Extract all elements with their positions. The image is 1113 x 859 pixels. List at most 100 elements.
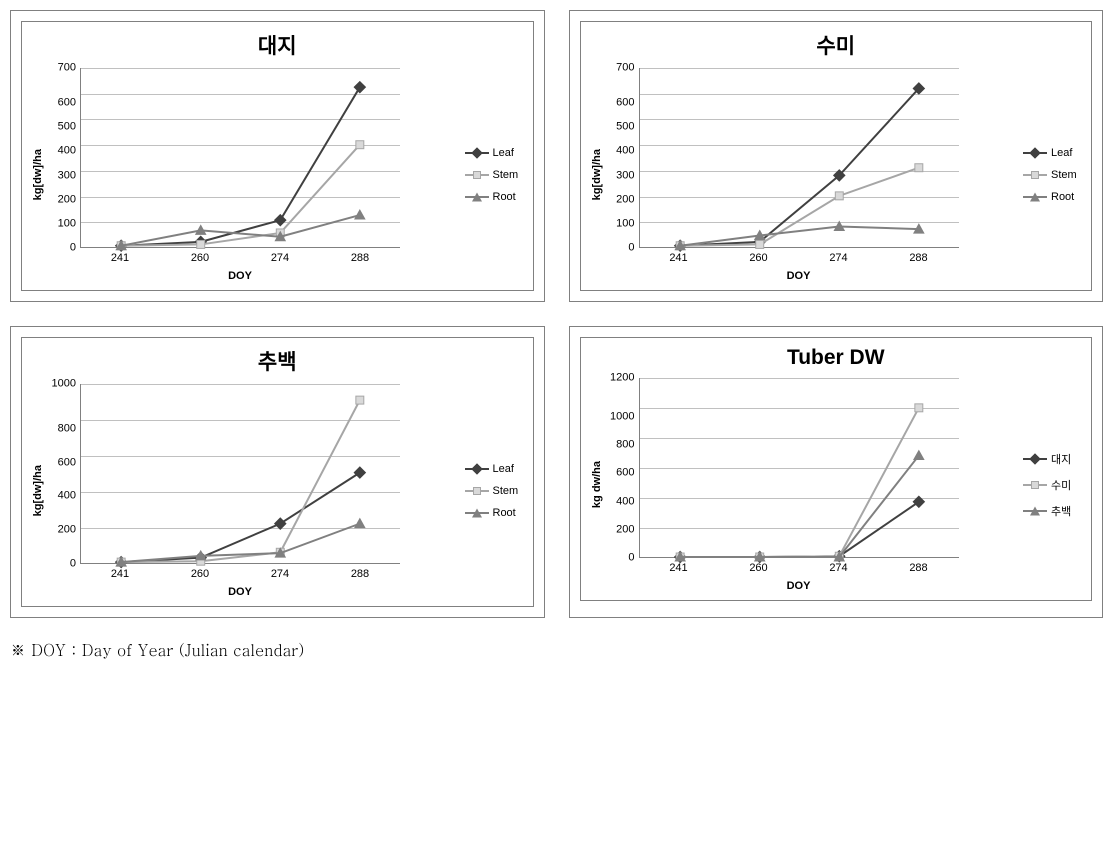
legend: Leaf Stem Root — [1013, 68, 1083, 282]
series-marker — [197, 240, 205, 248]
legend-marker-icon — [1023, 505, 1047, 517]
legend-marker-icon — [465, 191, 489, 203]
y-tick-label: 1200 — [605, 373, 635, 384]
x-tick-label: 260 — [719, 252, 799, 264]
y-tick-label: 500 — [605, 122, 635, 133]
x-tick-label: 288 — [879, 562, 959, 574]
y-tick-label: 500 — [46, 122, 76, 133]
y-tick-label: 200 — [605, 194, 635, 205]
x-tick-label: 241 — [639, 252, 719, 264]
legend-label: Stem — [493, 169, 519, 181]
x-axis-label: DOY — [80, 586, 400, 598]
y-axis-label: kg[dw]/ha — [30, 465, 46, 516]
series-line — [121, 473, 360, 563]
y-tick-label: 100 — [605, 218, 635, 229]
legend-item: Root — [1023, 191, 1083, 203]
chart-title: 대지 — [30, 30, 525, 60]
y-tick-label: 600 — [605, 98, 635, 109]
series-line — [680, 408, 919, 557]
legend-marker-icon — [465, 507, 489, 519]
y-axis-ticks: 020040060080010001200 — [605, 378, 639, 558]
legend-item: Stem — [465, 485, 525, 497]
x-axis-ticks: 241260274288 — [80, 248, 400, 264]
y-tick-label: 0 — [46, 242, 76, 253]
footnote-text: ※ DOY : Day of Year (Julian calendar) — [10, 634, 1103, 661]
legend-marker-icon — [465, 485, 489, 497]
series-marker — [913, 496, 924, 507]
legend-label: 대지 — [1051, 451, 1071, 467]
y-tick-label: 0 — [605, 552, 635, 563]
series-marker — [355, 210, 365, 219]
y-tick-label: 800 — [605, 440, 635, 451]
plot-area — [80, 384, 400, 564]
chart-title: 추백 — [30, 346, 525, 376]
series-marker — [275, 518, 286, 529]
legend-marker-icon — [1023, 147, 1047, 159]
series-line — [680, 456, 919, 557]
legend-label: Root — [493, 507, 516, 519]
legend-marker-icon — [465, 463, 489, 475]
series-marker — [356, 396, 364, 404]
series-line — [121, 87, 360, 246]
series-marker — [755, 240, 763, 248]
legend-item: Leaf — [465, 147, 525, 159]
series-line — [680, 88, 919, 245]
legend-item: Stem — [465, 169, 525, 181]
series-marker — [835, 192, 843, 200]
legend-marker-icon — [1023, 169, 1047, 181]
legend-marker-icon — [1023, 453, 1047, 465]
plot-area — [80, 68, 400, 248]
legend-label: Stem — [1051, 169, 1077, 181]
series-line — [680, 227, 919, 246]
chart-sumi-panel: 수미kg[dw]/ha01002003004005006007002412602… — [569, 10, 1104, 302]
series-marker — [355, 519, 365, 528]
y-tick-label: 200 — [46, 194, 76, 205]
series-marker — [914, 164, 922, 172]
y-tick-label: 800 — [46, 423, 76, 434]
y-axis-label: kg dw/ha — [589, 461, 605, 508]
y-tick-label: 0 — [605, 242, 635, 253]
legend-item: 추백 — [1023, 503, 1083, 519]
chart-daeji-panel: 대지kg[dw]/ha01002003004005006007002412602… — [10, 10, 545, 302]
y-tick-label: 300 — [46, 170, 76, 181]
x-tick-label: 260 — [160, 568, 240, 580]
series-marker — [354, 82, 365, 93]
legend-label: Leaf — [1051, 147, 1072, 159]
legend-label: Root — [493, 191, 516, 203]
legend-label: Leaf — [493, 463, 514, 475]
legend-marker-icon — [465, 147, 489, 159]
y-axis-label: kg[dw]/ha — [589, 149, 605, 200]
y-axis-ticks: 02004006008001000 — [46, 384, 80, 564]
y-tick-label: 100 — [46, 218, 76, 229]
x-axis-ticks: 241260274288 — [639, 558, 959, 574]
series-marker — [275, 215, 286, 226]
legend-marker-icon — [465, 169, 489, 181]
y-tick-label: 400 — [46, 146, 76, 157]
x-tick-label: 260 — [160, 252, 240, 264]
x-tick-label: 241 — [80, 568, 160, 580]
chart-tuber-panel: Tuber DWkg dw/ha020040060080010001200241… — [569, 326, 1104, 618]
legend-item: Stem — [1023, 169, 1083, 181]
x-axis-ticks: 241260274288 — [639, 248, 959, 264]
y-tick-label: 700 — [605, 63, 635, 74]
x-axis-label: DOY — [639, 580, 959, 592]
legend-label: Root — [1051, 191, 1074, 203]
chart-chubaek-panel: 추백kg[dw]/ha02004006008001000241260274288… — [10, 326, 545, 618]
y-tick-label: 200 — [46, 525, 76, 536]
y-tick-label: 1000 — [46, 379, 76, 390]
chart-title: Tuber DW — [589, 346, 1084, 370]
y-axis-ticks: 0100200300400500600700 — [46, 68, 80, 248]
legend-label: 추백 — [1051, 503, 1071, 519]
legend-marker-icon — [1023, 191, 1047, 203]
legend-item: 대지 — [1023, 451, 1083, 467]
chart-grid: 대지kg[dw]/ha01002003004005006007002412602… — [10, 10, 1103, 618]
legend-label: 수미 — [1051, 477, 1071, 493]
legend-item: 수미 — [1023, 477, 1083, 493]
y-tick-label: 400 — [605, 146, 635, 157]
y-tick-label: 600 — [605, 468, 635, 479]
x-tick-label: 274 — [799, 562, 879, 574]
series-line — [680, 168, 919, 246]
legend-label: Stem — [493, 485, 519, 497]
legend-item: Leaf — [1023, 147, 1083, 159]
y-tick-label: 600 — [46, 457, 76, 468]
